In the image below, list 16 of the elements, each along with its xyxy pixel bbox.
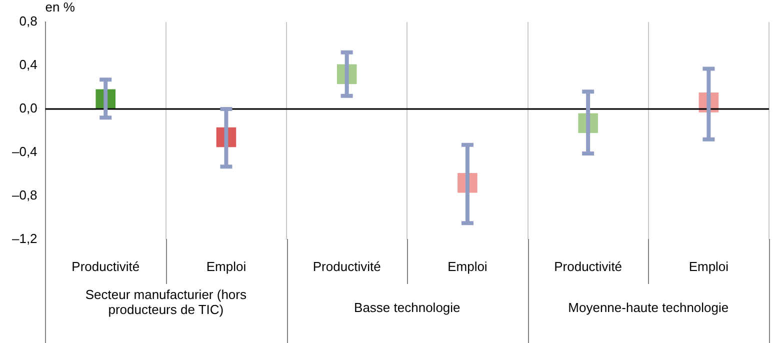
y-tick-label: –0,4 (12, 144, 38, 160)
x-tick-label: Emploi (688, 258, 729, 274)
y-tick-label: –0,8 (12, 188, 38, 202)
y-tick-label: –1,2 (12, 230, 38, 246)
text: Moyenne-haute technologie (568, 300, 729, 315)
y-tick-label: 0,8 (19, 14, 38, 29)
x-tick-label: Productivité (554, 258, 622, 274)
x-tick-label: Emploi (448, 258, 488, 274)
x-tick-label: Productivité (72, 258, 140, 274)
y-axis-title: en % (45, 0, 76, 15)
text: Basse technologie (354, 300, 460, 315)
x-tick-label: Emploi (206, 258, 246, 274)
text: Secteur manufacturier (hors producteurs de TIC) (85, 286, 247, 317)
y-tick-label: 0,4 (19, 57, 38, 72)
x-tick-label: Productivité (312, 258, 381, 274)
y-tick-label: 0,0 (19, 100, 38, 116)
